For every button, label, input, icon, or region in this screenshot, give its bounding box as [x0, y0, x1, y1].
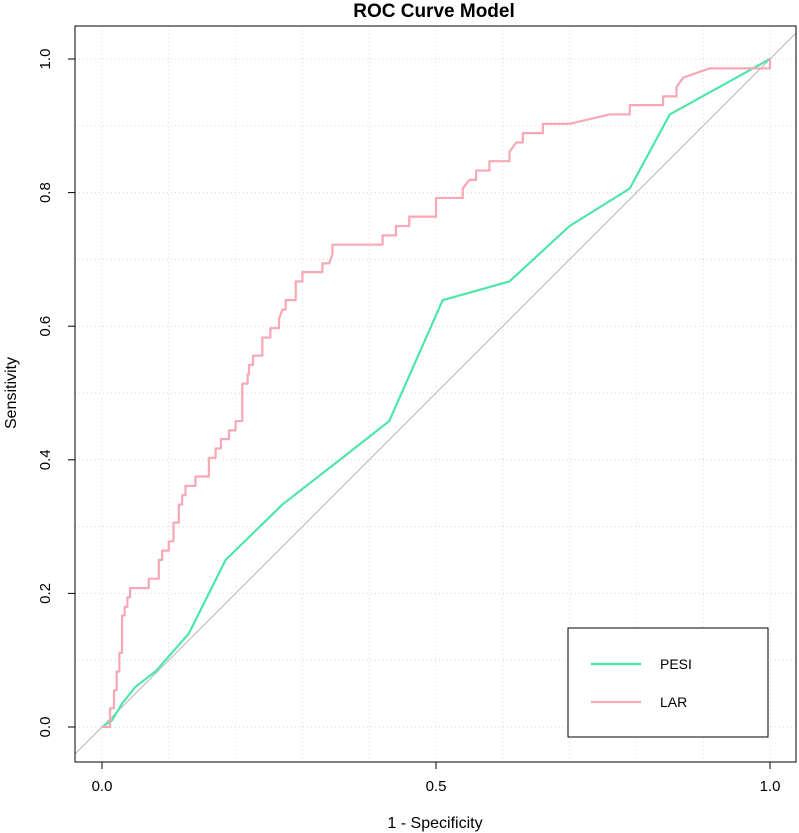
- legend-label-lar: LAR: [660, 694, 687, 710]
- series-line-lar: [102, 59, 772, 729]
- y-tick-label: 0.0: [37, 717, 54, 738]
- y-tick-label: 0.2: [37, 583, 54, 604]
- series-layer: [101, 58, 772, 729]
- legend-box: [567, 627, 769, 738]
- x-tick-label: 0.0: [92, 778, 113, 795]
- y-tick-label: 0.8: [37, 182, 54, 203]
- y-tick-label: 1.0: [37, 49, 54, 70]
- diagonal-reference-line: [74, 32, 797, 755]
- y-tick-label: 0.4: [37, 449, 54, 470]
- y-axis: 0.0 0.2 0.4 0.6 0.8 1.0: [37, 49, 76, 738]
- x-axis: 0.0 0.5 1.0: [92, 761, 781, 795]
- legend: PESI LAR: [567, 627, 769, 738]
- grid-lines: [75, 26, 796, 762]
- x-tick-label: 0.5: [426, 778, 447, 795]
- y-tick-label: 0.6: [37, 316, 54, 337]
- x-axis-label: 1 - Specificity: [387, 815, 482, 832]
- chart-title: ROC Curve Model: [353, 1, 515, 22]
- x-tick-label: 1.0: [760, 778, 781, 795]
- legend-label-pesi: PESI: [660, 656, 692, 672]
- series-line-pesi: [101, 58, 771, 728]
- y-axis-label: Sensitivity: [3, 357, 20, 429]
